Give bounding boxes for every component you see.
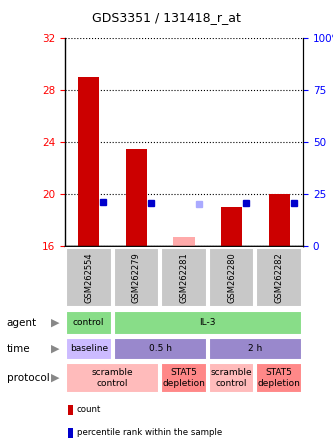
Text: scramble
control: scramble control: [92, 368, 133, 388]
Text: 2 h: 2 h: [248, 344, 262, 353]
Text: agent: agent: [7, 318, 37, 328]
Text: protocol: protocol: [7, 373, 49, 383]
Bar: [126, 149, 147, 246]
Bar: [78, 77, 100, 246]
Text: count: count: [77, 405, 101, 414]
Text: GSM262554: GSM262554: [84, 252, 93, 303]
Text: STAT5
depletion: STAT5 depletion: [258, 368, 301, 388]
Bar: [209, 248, 254, 307]
Text: GDS3351 / 131418_r_at: GDS3351 / 131418_r_at: [92, 11, 241, 24]
Bar: [66, 248, 112, 307]
Text: GSM262282: GSM262282: [275, 252, 284, 303]
Text: ▶: ▶: [51, 318, 59, 328]
Bar: [256, 363, 302, 392]
Bar: [161, 248, 207, 307]
Bar: [66, 363, 159, 392]
Bar: [256, 248, 302, 307]
Text: GSM262281: GSM262281: [179, 252, 188, 303]
Bar: [66, 337, 112, 360]
Text: time: time: [7, 344, 30, 354]
Bar: [114, 248, 159, 307]
Bar: [66, 311, 112, 335]
Text: scramble
control: scramble control: [211, 368, 252, 388]
Text: baseline: baseline: [70, 344, 108, 353]
Text: IL-3: IL-3: [199, 318, 216, 327]
Text: ▶: ▶: [51, 373, 59, 383]
Bar: [221, 207, 242, 246]
Text: 0.5 h: 0.5 h: [149, 344, 172, 353]
Text: control: control: [73, 318, 105, 327]
Bar: [114, 311, 302, 335]
Text: GSM262280: GSM262280: [227, 252, 236, 303]
Bar: [268, 194, 290, 246]
Bar: [114, 337, 207, 360]
Bar: [209, 363, 254, 392]
Bar: [173, 237, 195, 246]
Text: STAT5
depletion: STAT5 depletion: [163, 368, 205, 388]
Bar: [161, 363, 207, 392]
Text: GSM262279: GSM262279: [132, 252, 141, 303]
Text: ▶: ▶: [51, 344, 59, 354]
Bar: [209, 337, 302, 360]
Text: percentile rank within the sample: percentile rank within the sample: [77, 428, 222, 437]
